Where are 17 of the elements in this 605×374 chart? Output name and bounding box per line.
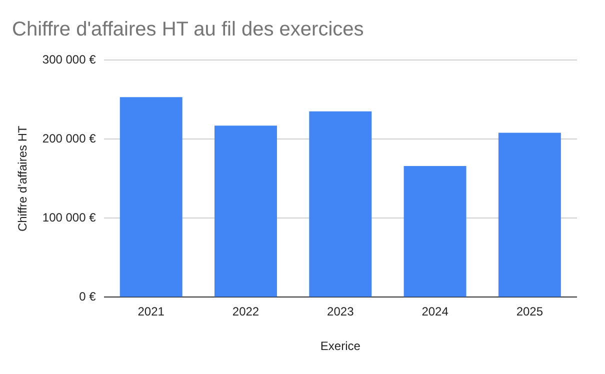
y-tick-label: 0 €: [79, 290, 96, 304]
x-tick-label: 2025: [516, 304, 544, 319]
y-tick-label: 100 000 €: [42, 210, 96, 224]
bar: [120, 97, 182, 297]
x-tick-label: 2023: [327, 304, 354, 319]
bar: [214, 126, 277, 297]
y-tick-label: 300 000 €: [42, 52, 96, 66]
x-tick-label: 2022: [232, 304, 260, 319]
bar: [404, 166, 466, 297]
y-axis-title: Chiffre d'affaires HT: [16, 124, 30, 232]
x-tick-label: 2024: [422, 304, 449, 319]
chart-title: Chiffre d'affaires HT au fil des exercices: [12, 18, 364, 41]
y-tick-label: 200 000 €: [42, 131, 96, 146]
x-axis-title: Exerice: [320, 339, 361, 354]
bar: [498, 132, 561, 297]
bar: [309, 111, 372, 297]
x-tick-label: 2021: [138, 304, 165, 319]
